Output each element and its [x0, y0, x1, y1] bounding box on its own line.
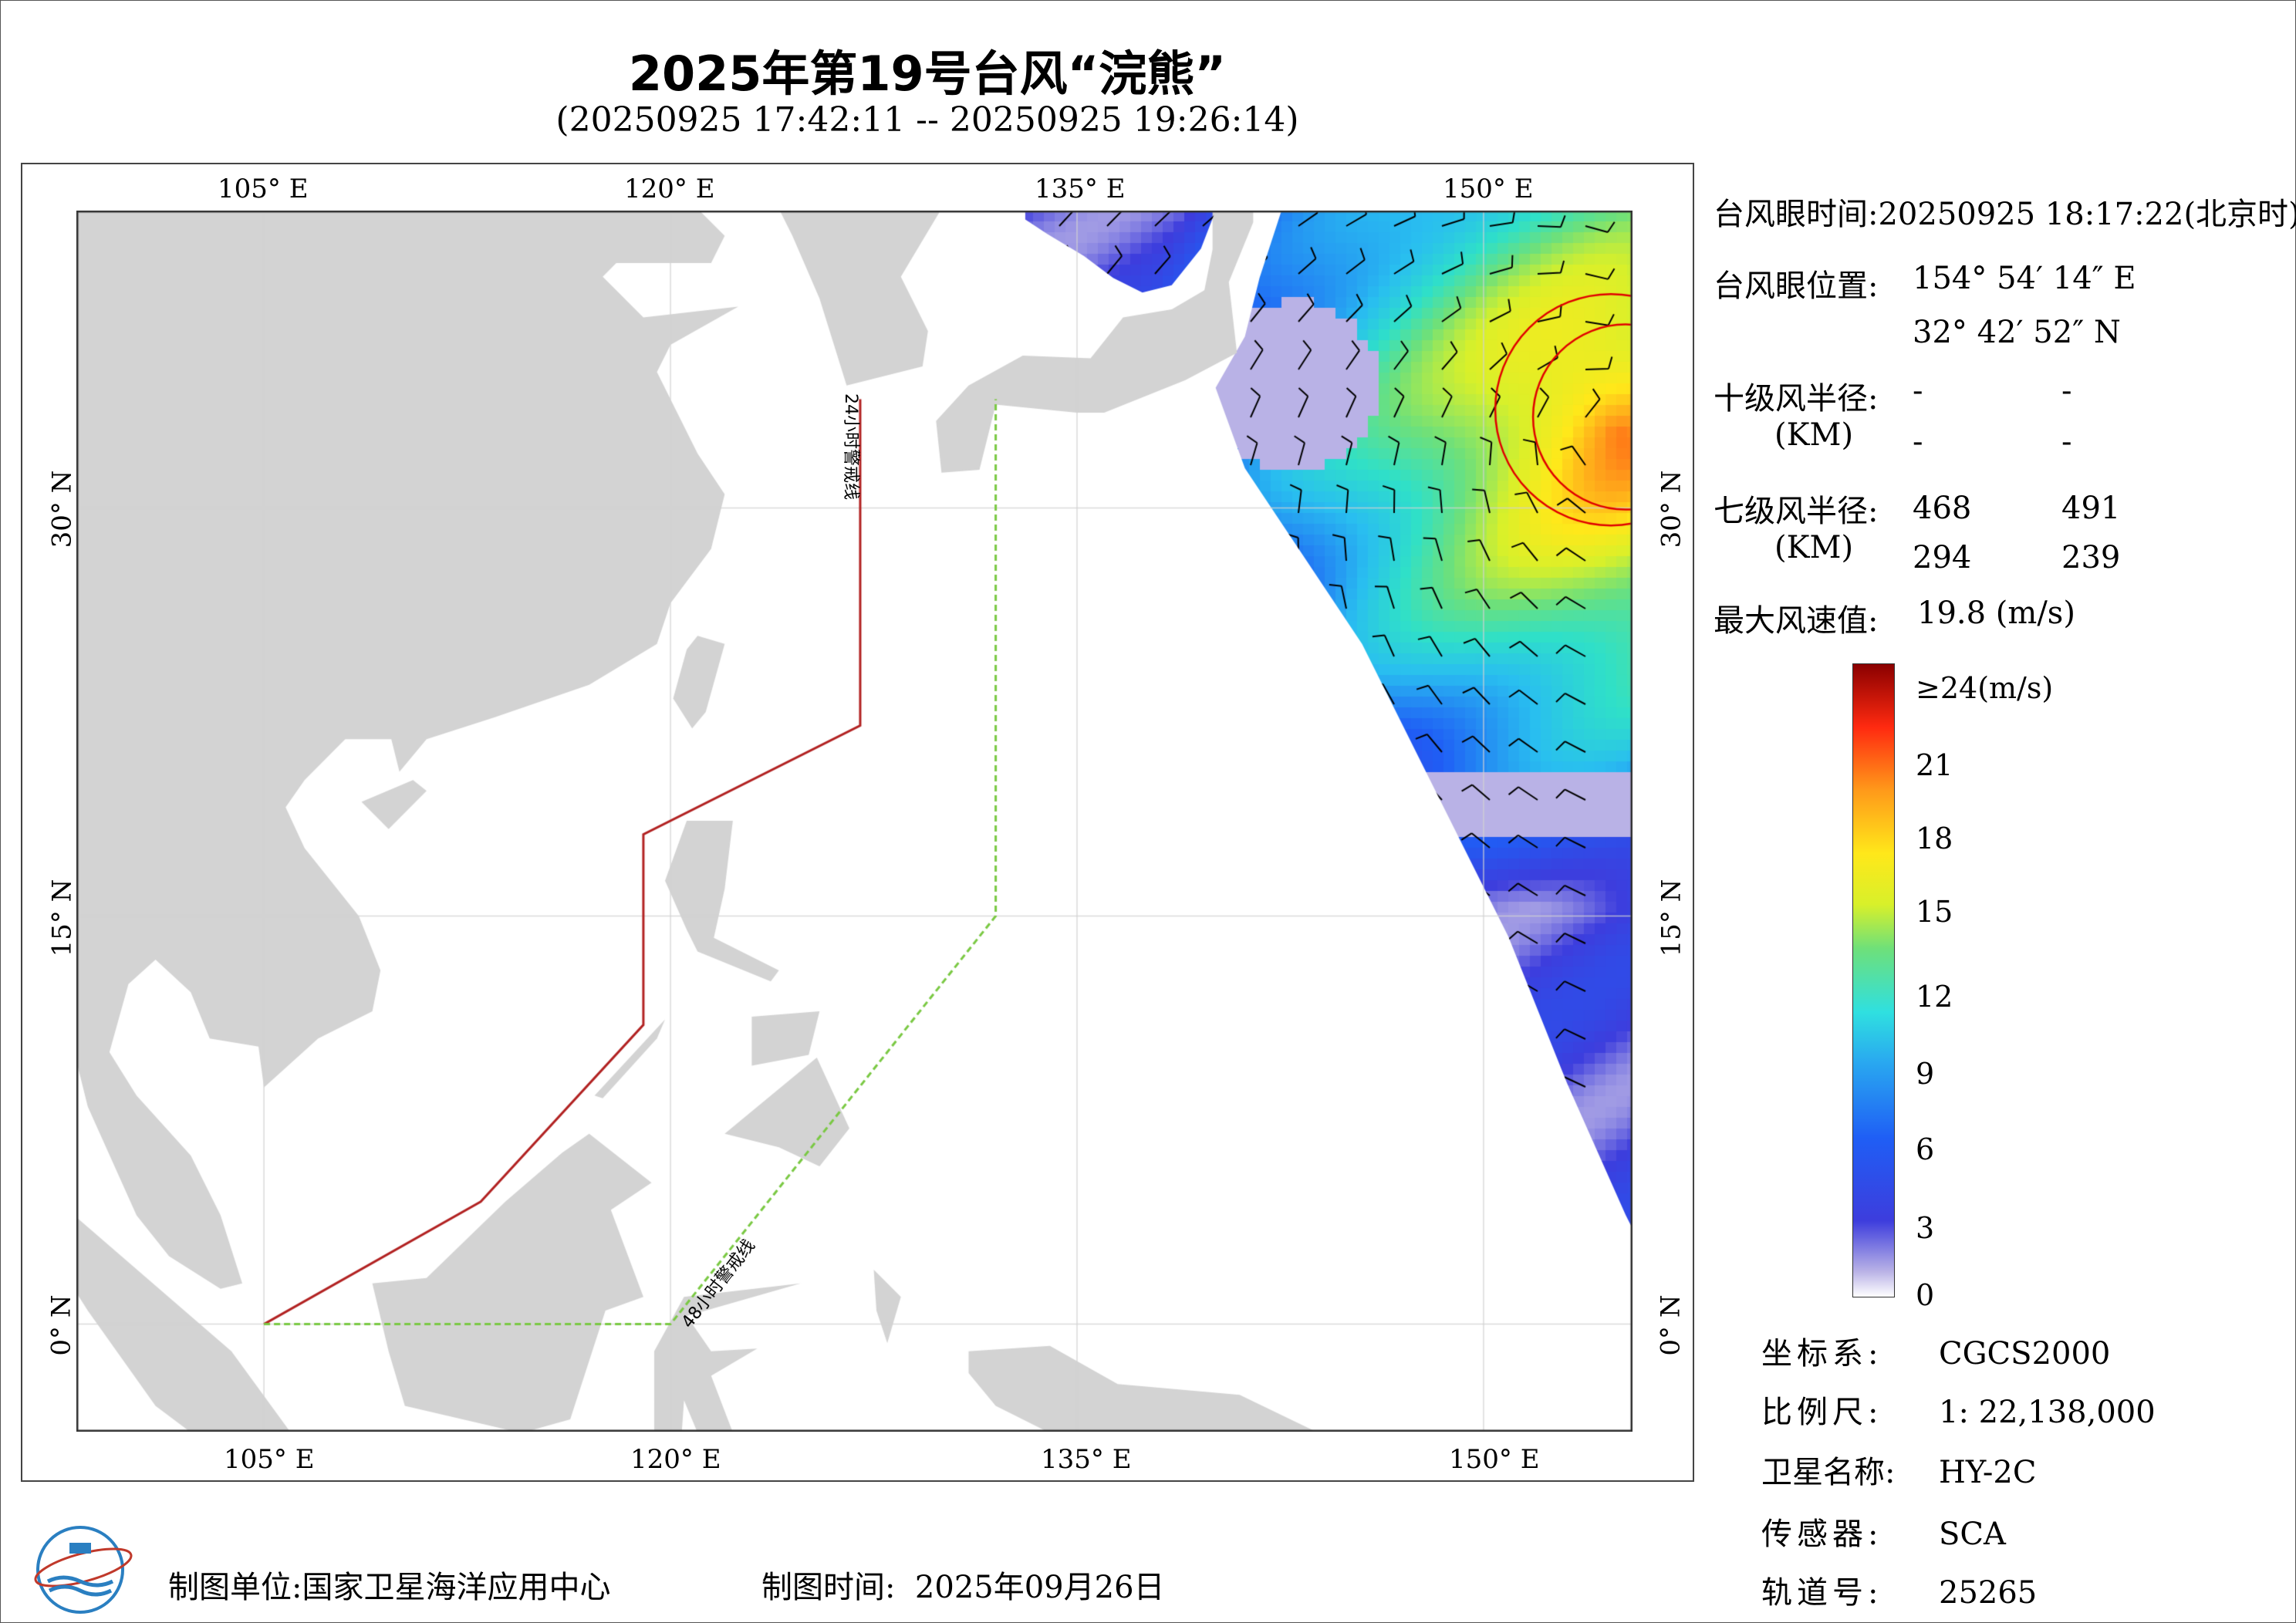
wind-field-map[interactable] — [76, 211, 1633, 1432]
lon-tick-top-135: 135° E — [1035, 174, 1126, 204]
lon-tick-bottom-150: 150° E — [1449, 1444, 1540, 1475]
r7-nw: 239 — [2061, 540, 2121, 575]
max-wind-label: 最大风速值: — [1714, 603, 1879, 639]
lon-tick-bottom-135: 135° E — [1041, 1444, 1132, 1475]
footer-unit-value: 国家卫星海洋应用中心 — [302, 1570, 611, 1605]
colorbar-label: 0 — [1916, 1278, 1935, 1312]
lat-tick-left-30: 30° N — [46, 470, 78, 548]
colorbar-label: 21 — [1916, 748, 1953, 782]
footer-time-label: 制图时间: — [761, 1570, 896, 1605]
info-orbit-label: 轨道号: — [1761, 1575, 1883, 1611]
colorbar-label: 9 — [1916, 1057, 1935, 1091]
info-satellite-value: HY-2C — [1939, 1455, 2037, 1490]
lon-tick-top-105: 105° E — [218, 174, 309, 204]
lat-tick-right-30: 30° N — [1656, 470, 1687, 548]
info-satellite: 卫星名称: HY-2C — [1761, 1447, 2036, 1492]
max-wind-value: 19.8 (m/s) — [1917, 596, 2075, 631]
colorbar-label: 6 — [1916, 1132, 1935, 1166]
footer-unit: 制图单位:国家卫星海洋应用中心 — [168, 1562, 610, 1607]
eye-pos-label: 台风眼位置: — [1714, 268, 1879, 304]
info-scale-label: 比例尺: — [1761, 1395, 1883, 1430]
r10-label: 十级风半径: — [1714, 381, 1879, 417]
eye-lon: 154° 54′ 14″ E — [1913, 261, 2136, 296]
eye-time-value: 20250925 18:17:22(北京时) — [1878, 197, 2296, 232]
lat-tick-right-15: 15° N — [1656, 879, 1687, 957]
colorbar-label: ≥24(m/s) — [1916, 671, 2054, 705]
colorbar-label: 18 — [1916, 822, 1953, 855]
info-scale: 比例尺: 1: 22,138,000 — [1761, 1387, 2156, 1432]
colorbar-label: 15 — [1916, 895, 1953, 929]
footer-time-value: 2025年09月26日 — [914, 1570, 1165, 1605]
info-orbit: 轨道号: 25265 — [1761, 1567, 2037, 1612]
r10-se: - — [2061, 373, 2072, 409]
r10-unit: (KM) — [1774, 417, 1854, 453]
footer-unit-label: 制图单位: — [168, 1570, 302, 1605]
info-sensor-label: 传感器: — [1761, 1517, 1883, 1552]
info-crs-value: CGCS2000 — [1939, 1336, 2111, 1372]
r7-label: 七级风半径: — [1714, 494, 1879, 529]
eye-time-label: 台风眼时间: — [1714, 197, 1879, 232]
r10-ne: - — [1913, 373, 1923, 409]
map-subtitle: (20250925 17:42:11 -- 20250925 19:26:14) — [555, 100, 1299, 140]
r7-sw: 294 — [1913, 540, 1972, 575]
eye-lat: 32° 42′ 52″ N — [1913, 315, 2121, 350]
info-scale-value: 1: 22,138,000 — [1939, 1395, 2156, 1430]
info-satellite-label: 卫星名称: — [1761, 1455, 1896, 1490]
nsoas-logo-icon — [34, 1526, 133, 1614]
r7-ne: 468 — [1913, 491, 1972, 526]
info-crs-label: 坐标系: — [1761, 1336, 1883, 1372]
wind-speed-colorbar — [1852, 663, 1895, 1297]
info-sensor-value: SCA — [1939, 1517, 2006, 1552]
lon-tick-bottom-105: 105° E — [224, 1444, 315, 1475]
warning-24h-label: 24小时警戒线 — [841, 393, 860, 500]
map-title: 2025年第19号台风“浣熊” — [628, 46, 1227, 102]
footer-time: 制图时间: 2025年09月26日 — [761, 1562, 1165, 1607]
r10-nw: - — [2061, 424, 2072, 460]
colorbar-label: 12 — [1916, 980, 1953, 1014]
r10-sw: - — [1913, 424, 1923, 460]
colorbar-label: 3 — [1916, 1211, 1935, 1245]
lon-tick-bottom-120: 120° E — [630, 1444, 721, 1475]
info-crs: 坐标系: CGCS2000 — [1761, 1328, 2110, 1373]
eye-time-row: 台风眼时间:20250925 18:17:22(北京时) — [1714, 189, 2296, 234]
map-frame — [21, 163, 1694, 1482]
lon-tick-top-150: 150° E — [1443, 174, 1534, 204]
lon-tick-top-120: 120° E — [624, 174, 715, 204]
info-orbit-value: 25265 — [1939, 1575, 2038, 1611]
info-sensor: 传感器: SCA — [1761, 1509, 2006, 1554]
lat-tick-left-0: 0° N — [46, 1294, 77, 1356]
r7-unit: (KM) — [1774, 530, 1854, 565]
lat-tick-right-0: 0° N — [1655, 1294, 1687, 1356]
r7-se: 491 — [2061, 491, 2121, 526]
lat-tick-left-15: 15° N — [46, 879, 78, 957]
